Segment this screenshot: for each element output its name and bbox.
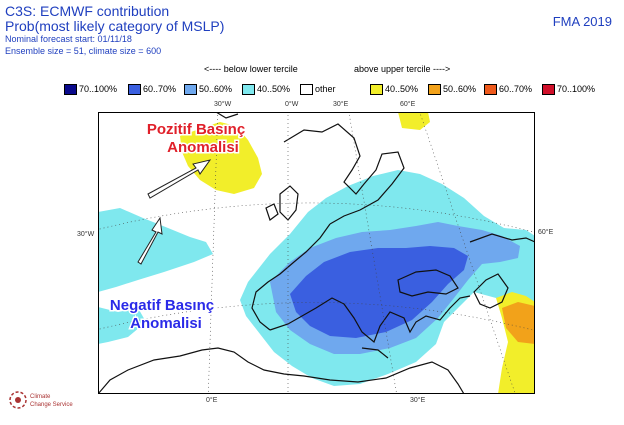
negative-anomaly-line1: Negatif Basınç — [110, 297, 214, 314]
region-south-cyan — [98, 307, 146, 344]
legend-swatch — [542, 83, 555, 95]
logo-line1: Climate — [30, 394, 51, 400]
legend-swatch — [370, 83, 383, 95]
legend-label: 40..50% — [385, 84, 419, 94]
tick-left: 30°W — [77, 231, 95, 238]
chart-title: C3S: ECMWF contribution — [5, 3, 170, 19]
ensemble-size: Ensemble size = 51, climate size = 600 — [5, 46, 162, 56]
below-tercile-label: <---- below lower tercile — [204, 64, 298, 74]
legend-swatch — [242, 83, 255, 95]
legend-item: 60..70% — [484, 82, 532, 96]
legend-label: 50..60% — [199, 84, 233, 94]
forecast-start: Nominal forecast start: 01/11/18 — [5, 34, 132, 44]
logo-icon — [9, 391, 27, 409]
annotation-text: Pozitif Basınç Anomalisi Negatif Basınç … — [108, 120, 246, 334]
legend-item: other — [300, 82, 336, 96]
legend-label: 50..60% — [443, 84, 477, 94]
region-ne-yellow — [398, 112, 430, 130]
negative-anomaly-line2: Anomalisi — [130, 315, 202, 332]
legend-label: other — [315, 84, 336, 94]
map-frame — [98, 112, 535, 394]
legend-item: 70..100% — [64, 82, 117, 96]
tick-top-1: 30°W — [214, 101, 232, 108]
legend-item: 40..50% — [242, 82, 290, 96]
tick-top-4: 60°E — [400, 101, 416, 108]
legend-item: 50..60% — [428, 82, 476, 96]
tick-top-2: 0°W — [285, 101, 299, 108]
logo-line2: Change Service — [30, 402, 73, 408]
legend-label: 70..100% — [557, 84, 596, 94]
legend-item: 50..60% — [184, 82, 232, 96]
legend-swatch — [428, 83, 441, 95]
legend-swatch — [128, 83, 141, 95]
tick-top-3: 30°E — [333, 101, 349, 108]
region-north-yellow — [180, 122, 262, 194]
chart-subtitle: Prob(most likely category of MSLP) — [5, 18, 225, 34]
tick-bottom-2: 30°E — [410, 397, 426, 404]
positive-anomaly-line1: Pozitif Basınç — [147, 121, 245, 138]
legend-item: 40..50% — [370, 82, 418, 96]
legend-swatch — [300, 83, 313, 95]
legend-label: 60..70% — [499, 84, 533, 94]
above-tercile-label: above upper tercile ----> — [354, 64, 451, 74]
forecast-period: FMA 2019 — [552, 14, 612, 29]
region-blue — [290, 246, 468, 338]
coastlines — [98, 112, 535, 394]
legend-item: 70..100% — [542, 82, 595, 96]
tick-bottom-1: 0°E — [206, 397, 218, 404]
annotation-arrows — [137, 159, 212, 265]
legend-label: 40..50% — [257, 84, 291, 94]
arrow-negative — [137, 216, 163, 265]
copernicus-logo: Climate Change Service — [8, 388, 78, 420]
legend-swatch — [64, 83, 77, 95]
region-west-cyan — [98, 208, 213, 292]
region-se-orange — [502, 302, 535, 344]
legend-swatch — [184, 83, 197, 95]
positive-anomaly-line2: Anomalisi — [167, 139, 239, 156]
legend-item: 60..70% — [128, 82, 176, 96]
graticule — [98, 112, 535, 394]
legend-swatch — [484, 83, 497, 95]
tick-right: 60°E — [538, 229, 554, 236]
legend-label: 70..100% — [79, 84, 118, 94]
arrow-positive — [147, 159, 212, 199]
probability-map: Pozitif Basınç Anomalisi Negatif Basınç … — [98, 112, 535, 394]
legend-label: 60..70% — [143, 84, 177, 94]
map-canvas: Pozitif Basınç Anomalisi Negatif Basınç … — [98, 112, 535, 394]
